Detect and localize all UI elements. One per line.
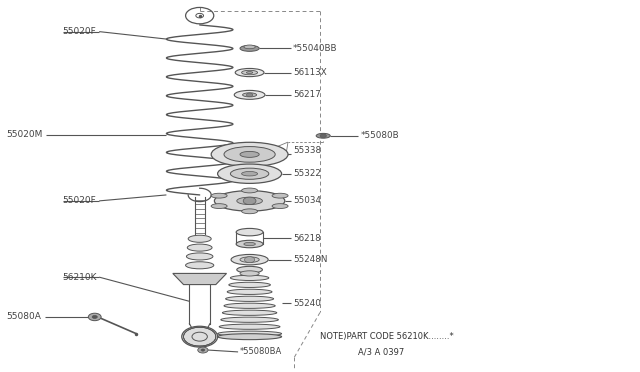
Ellipse shape [316,134,330,138]
Ellipse shape [236,240,263,248]
Ellipse shape [240,45,259,51]
Ellipse shape [188,235,211,242]
Text: 55248N: 55248N [293,255,328,264]
Circle shape [246,93,253,97]
Ellipse shape [219,324,280,329]
Ellipse shape [186,253,213,260]
Text: 55020F: 55020F [63,27,97,36]
Text: 55338: 55338 [293,146,321,155]
Text: *55040BB: *55040BB [293,44,338,53]
Circle shape [88,313,101,321]
Ellipse shape [244,243,255,246]
Circle shape [92,315,97,318]
Circle shape [201,349,205,351]
Ellipse shape [244,45,255,49]
Ellipse shape [226,296,274,301]
Text: 56113X: 56113X [293,68,327,77]
Ellipse shape [211,204,227,208]
Ellipse shape [188,244,212,251]
Text: 55034: 55034 [293,196,321,205]
Ellipse shape [246,71,253,74]
Text: 55240: 55240 [293,299,321,308]
Ellipse shape [240,257,259,263]
Ellipse shape [242,171,258,176]
Text: NOTE)PART CODE 56210K........*: NOTE)PART CODE 56210K........* [320,332,454,341]
Ellipse shape [242,188,258,193]
Text: 55020M: 55020M [6,130,43,139]
Ellipse shape [237,197,262,205]
Ellipse shape [227,289,272,295]
Circle shape [182,326,218,347]
Ellipse shape [230,168,269,179]
Ellipse shape [240,151,259,157]
Ellipse shape [221,317,278,322]
Ellipse shape [242,209,258,214]
Text: 56218: 56218 [293,234,321,243]
Circle shape [320,134,326,138]
Ellipse shape [229,282,271,288]
Ellipse shape [230,275,269,280]
Ellipse shape [236,228,263,236]
Polygon shape [173,273,227,285]
Ellipse shape [211,142,288,167]
Ellipse shape [272,204,288,208]
Text: 56217: 56217 [293,90,321,99]
Circle shape [198,347,208,353]
Ellipse shape [224,147,275,162]
Text: *55080B: *55080B [360,131,399,140]
Ellipse shape [236,68,264,77]
Ellipse shape [237,266,262,273]
Ellipse shape [211,193,227,198]
Ellipse shape [218,331,282,336]
Ellipse shape [218,334,282,340]
Ellipse shape [242,70,258,75]
Ellipse shape [186,262,214,269]
Ellipse shape [223,310,277,315]
Text: 55080A: 55080A [6,312,41,321]
Circle shape [244,257,255,263]
Ellipse shape [272,193,288,198]
Text: 56210K: 56210K [63,273,97,282]
Ellipse shape [218,164,282,183]
Ellipse shape [240,271,259,276]
Ellipse shape [243,93,257,97]
Circle shape [243,197,256,205]
Ellipse shape [224,303,275,308]
Ellipse shape [214,191,285,211]
Ellipse shape [231,254,268,265]
Text: A/3 A 0397: A/3 A 0397 [358,347,404,356]
Text: *55080BA: *55080BA [239,347,282,356]
Ellipse shape [234,90,265,99]
Text: 55322: 55322 [293,169,321,178]
Text: 55020F: 55020F [63,196,97,205]
